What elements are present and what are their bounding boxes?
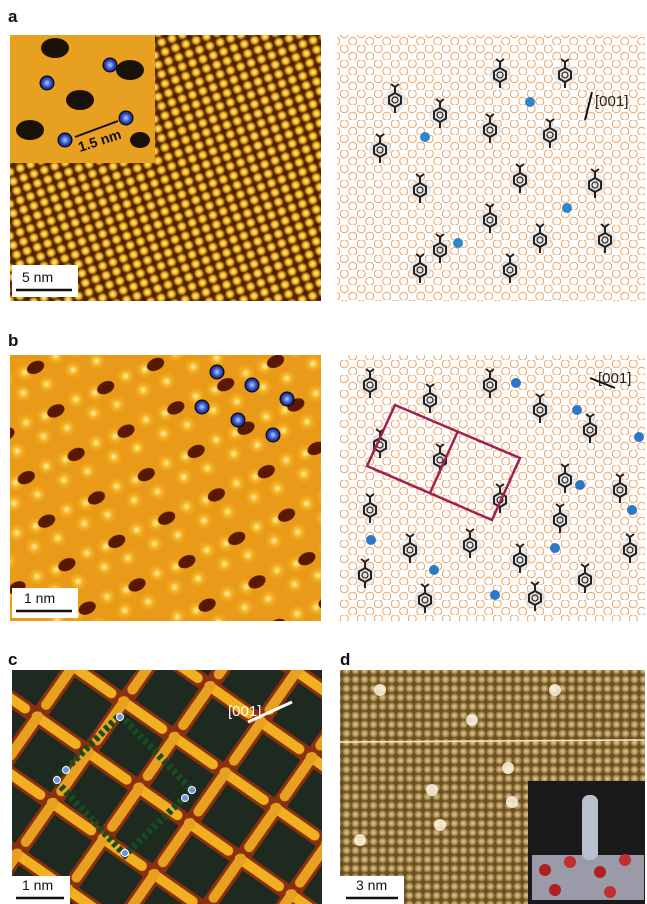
- direction-label: [001]: [228, 703, 261, 720]
- direction-label: [001]: [598, 370, 631, 387]
- scale-label: 5 nm: [22, 269, 53, 285]
- panel-label: d: [340, 650, 350, 669]
- figure: a 1.5 nm 5 nm [001] b 1 nm [001] c [001]…: [0, 0, 647, 904]
- scale-label: 1 nm: [22, 877, 53, 893]
- panel-label: a: [8, 7, 18, 26]
- scale-label: 3 nm: [356, 877, 387, 893]
- stm-image: [10, 355, 321, 621]
- stm-image: [12, 670, 322, 904]
- panel-label: b: [8, 331, 18, 350]
- panel-label: c: [8, 650, 17, 669]
- direction-label: [001]: [595, 93, 628, 110]
- scale-label: 1 nm: [24, 590, 55, 606]
